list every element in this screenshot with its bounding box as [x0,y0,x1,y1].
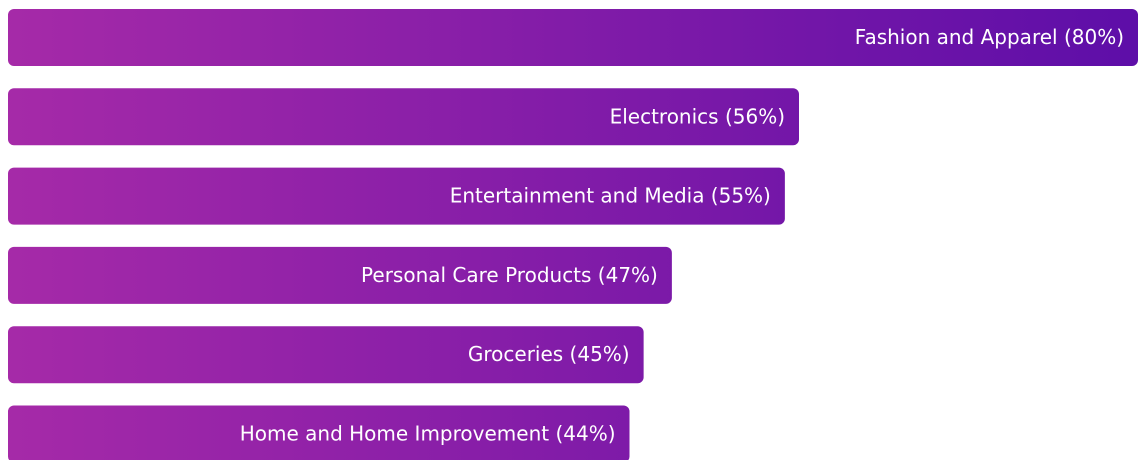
bar-label: Entertainment and Media (55%) [450,184,771,208]
bar-label: Groceries (45%) [468,342,630,366]
bar [8,9,1138,66]
bar-label: Electronics (56%) [610,104,785,128]
bar-label: Fashion and Apparel (80%) [855,25,1124,49]
bar [8,167,785,225]
bar-label: Personal Care Products (47%) [361,263,658,287]
bar [8,405,630,460]
bar [8,88,799,146]
bar [8,246,672,304]
bar-label: Home and Home Improvement (44%) [240,422,616,446]
bar [8,326,644,384]
